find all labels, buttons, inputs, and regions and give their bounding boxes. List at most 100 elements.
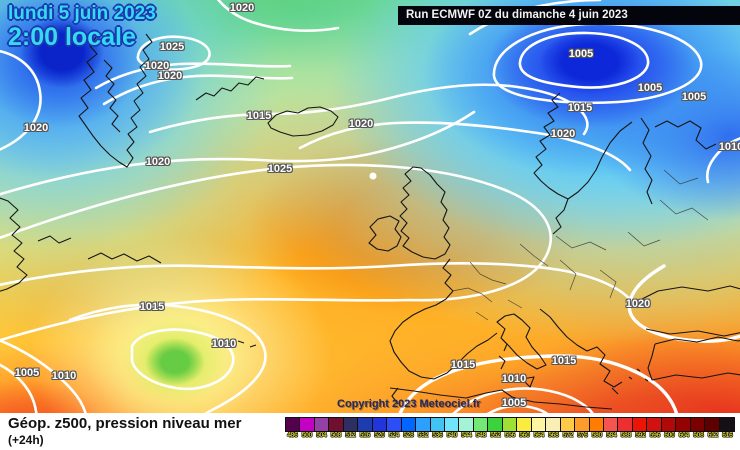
scale-value: 516: [359, 432, 371, 439]
isobar-contour: [130, 328, 235, 391]
scale-value: 608: [693, 432, 704, 439]
scale-value: 524: [388, 432, 400, 439]
scale-cell: [416, 418, 431, 431]
pressure-label: 1015: [551, 355, 577, 367]
pressure-label: 1005: [14, 367, 40, 379]
pressure-label: 1020: [157, 70, 183, 82]
scale-cell: [647, 418, 662, 431]
isobar-contour: [136, 35, 211, 71]
isobar-contour: [492, 22, 703, 105]
isobar-contour: [68, 303, 267, 413]
pressure-label: 1025: [159, 41, 185, 53]
pressure-label: 1015: [450, 359, 476, 371]
coastline-baltic: [552, 117, 653, 235]
pressure-label: 1015: [567, 102, 593, 114]
map-overlay-graphics: [0, 0, 740, 413]
scale-value: 532: [417, 432, 429, 439]
isobar-contour: [298, 121, 632, 172]
isobar-contour: [0, 49, 42, 151]
isobar-contour: [398, 354, 679, 413]
pressure-label: 1020: [550, 128, 576, 140]
scale-value: 536: [432, 432, 443, 439]
scale-value: 596: [649, 432, 661, 439]
coastline-france-iberia: [389, 258, 498, 380]
scale-value: 612: [707, 432, 719, 439]
scale-cell: [473, 418, 489, 431]
scale-value: 504: [316, 432, 327, 439]
scale-value: 500: [301, 432, 313, 439]
isobar-contours: [0, 0, 740, 413]
pressure-label: 1010: [51, 370, 77, 382]
isobar-contour: [0, 262, 636, 306]
pressure-label: 1005: [681, 91, 707, 103]
scale-value: 528: [403, 432, 414, 439]
scale-cell: [589, 418, 604, 431]
scale-cell: [459, 418, 474, 431]
pressure-label: 1010: [718, 141, 740, 153]
coastline-black-sea: [639, 285, 740, 337]
scale-cell: [531, 418, 547, 431]
scale-value: 592: [635, 432, 646, 439]
scale-cell: [661, 418, 677, 431]
pressure-label: 1020: [348, 118, 374, 130]
scale-cell: [676, 418, 691, 431]
pressure-label: 1005: [637, 82, 663, 94]
scale-cell: [618, 418, 633, 431]
pressure-label: 1020: [229, 2, 255, 14]
coastline-canada-islands: [37, 235, 162, 264]
model-run-banner: Run ECMWF 0Z du dimanche 4 juin 2023: [398, 6, 740, 25]
coastline-greenland-inner: [103, 59, 121, 133]
pressure-label: 1010: [501, 373, 527, 385]
scale-value: 564: [533, 432, 545, 439]
pressure-label: 1015: [139, 301, 165, 313]
pressure-label: 1020: [625, 298, 651, 310]
scale-cell: [690, 418, 706, 431]
isobar-contour: [148, 83, 589, 136]
coastline-uk: [399, 166, 451, 260]
coastline-azores: [224, 340, 257, 348]
scale-cell: [502, 418, 518, 431]
forecast-map[interactable]: 1020 1025 1020 1020 1020 1020 1015 1020 1025 1005…: [0, 0, 740, 413]
scale-cell: [719, 418, 735, 431]
coastline-ireland: [368, 215, 402, 252]
coastline-turkey: [647, 336, 740, 381]
coastlines: [0, 33, 740, 410]
scale-value: 600: [664, 432, 675, 439]
scale-cell: [430, 418, 445, 431]
isobar-contour: [627, 264, 740, 343]
scale-value: 544: [461, 432, 472, 439]
isobar-contour: [705, 137, 740, 184]
valid-time: 2:00 locale: [8, 22, 136, 51]
scale-cell: [387, 418, 402, 431]
scale-cell: [300, 418, 315, 431]
scale-cell: [560, 418, 576, 431]
scale-value: 540: [446, 432, 458, 439]
scale-value: 584: [606, 432, 617, 439]
copyright-text: Copyright 2023 Meteociel.fr: [337, 398, 481, 410]
scale-cell: [603, 418, 619, 431]
isobar-contour: [94, 62, 292, 90]
scale-cell: [488, 418, 503, 431]
coastline-iceland: [267, 106, 339, 137]
coastline-norway: [533, 92, 569, 200]
scale-value: 512: [345, 432, 356, 439]
scale-value: 616: [722, 432, 733, 439]
scale-cell: [444, 418, 460, 431]
scale-value: 568: [548, 432, 559, 439]
scale-cell: [575, 418, 590, 431]
scale-cell: [314, 418, 330, 431]
coastline-greenland-ne: [195, 76, 265, 101]
coastline-greenland: [78, 33, 153, 168]
coastline-north-africa: [389, 387, 613, 410]
scale-value: 548: [475, 432, 487, 439]
coastline-sicily: [521, 376, 535, 388]
scale-value: 556: [504, 432, 516, 439]
valid-date: lundi 5 juin 2023: [8, 3, 156, 24]
scale-value: 560: [519, 432, 530, 439]
country-borders: [451, 169, 709, 321]
scale-value: 580: [591, 432, 603, 439]
scale-cell: [632, 418, 648, 431]
scale-value: 604: [678, 432, 690, 439]
forecast-hour: (+24h): [8, 433, 44, 447]
